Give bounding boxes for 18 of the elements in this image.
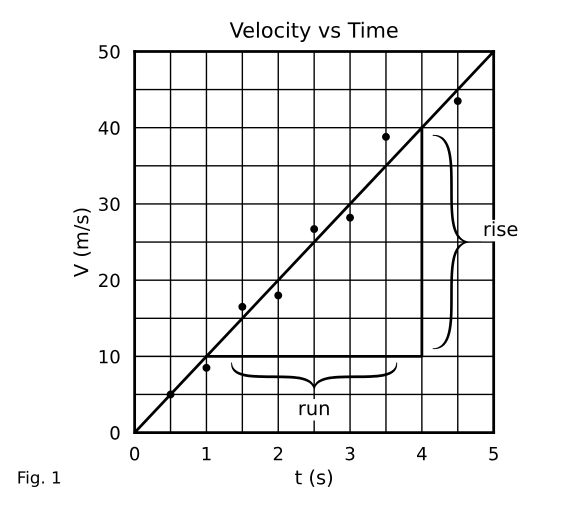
x-tick-label: 0 bbox=[130, 446, 140, 460]
caption: Fig. 1 bbox=[18, 470, 60, 488]
annotation: run bbox=[300, 404, 329, 416]
x-tick-label: 3 bbox=[346, 446, 354, 460]
y-tick-label: 30 bbox=[99, 197, 120, 212]
y-tick-label: 20 bbox=[99, 274, 120, 288]
x-tick-label: 1 bbox=[202, 447, 211, 460]
y-tick-label: 40 bbox=[98, 121, 120, 135]
x-tick-label: 2 bbox=[274, 446, 282, 460]
x-tick-label: 4 bbox=[417, 447, 427, 460]
y-axis-title: V (m/s) bbox=[73, 208, 91, 278]
annotation: rise bbox=[484, 221, 518, 236]
y-tick-label: 10 bbox=[100, 350, 120, 364]
x-tick-label: 5 bbox=[489, 447, 498, 460]
y-tick-label: 50 bbox=[99, 44, 120, 59]
y-tick-label: 0 bbox=[110, 426, 120, 440]
x-axis-title: t (s) bbox=[295, 470, 332, 487]
chart-title: Velocity vs Time bbox=[230, 22, 398, 42]
